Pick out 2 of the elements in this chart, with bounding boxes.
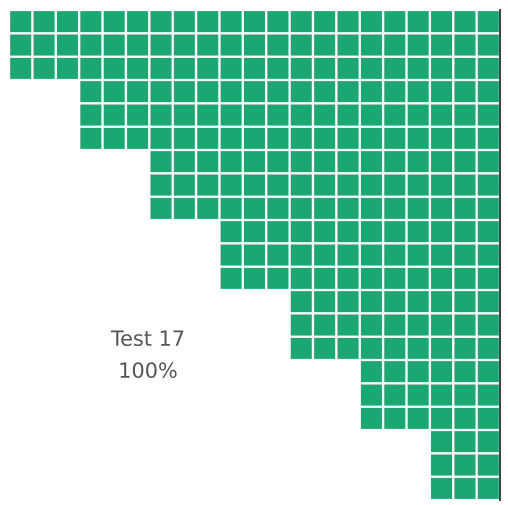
data-label: 100%: [120, 362, 177, 378]
category-label: Test 17: [110, 330, 184, 346]
